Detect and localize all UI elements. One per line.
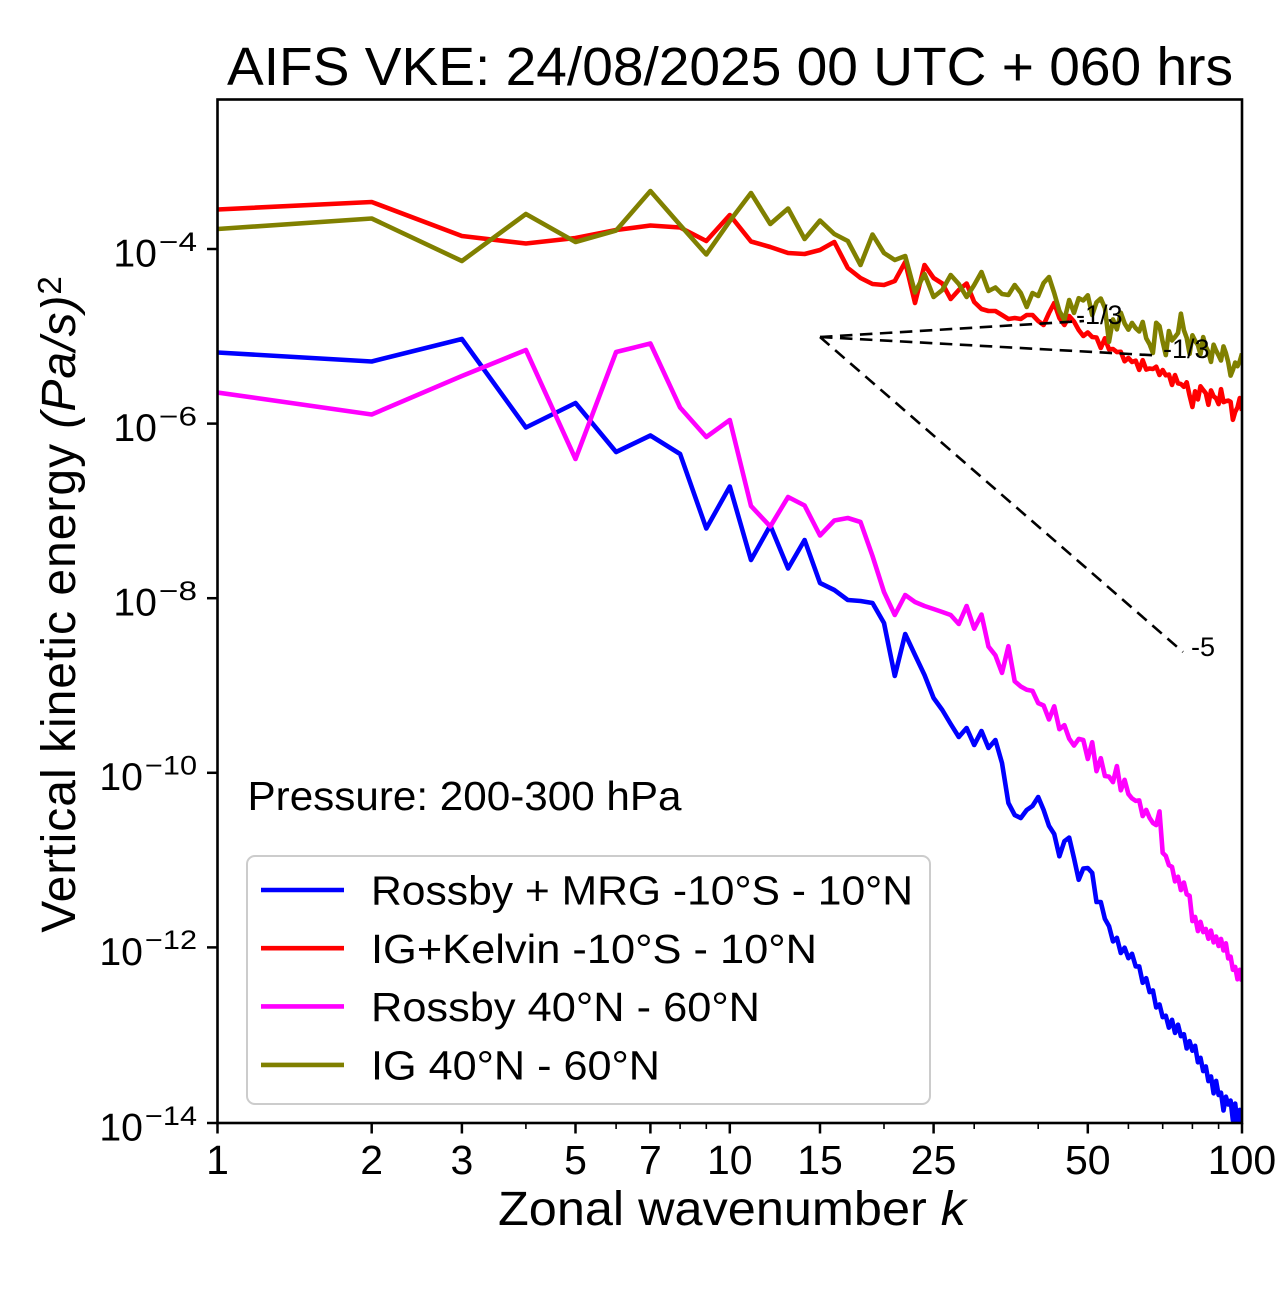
svg-text:1: 1 xyxy=(206,1137,229,1183)
svg-text:5: 5 xyxy=(564,1137,587,1183)
svg-text:10: 10 xyxy=(113,582,157,625)
svg-text:−4: −4 xyxy=(159,227,197,257)
svg-text:Rossby 40°N - 60°N: Rossby 40°N - 60°N xyxy=(371,984,760,1030)
svg-text:-1/3: -1/3 xyxy=(1163,334,1210,364)
svg-text:10: 10 xyxy=(99,931,143,974)
svg-text:10: 10 xyxy=(99,1106,143,1149)
svg-text:Pressure: 200-300 hPa: Pressure: 200-300 hPa xyxy=(248,773,682,819)
svg-text:−6: −6 xyxy=(159,401,197,431)
svg-text:10: 10 xyxy=(707,1137,753,1183)
svg-text:10: 10 xyxy=(113,232,157,275)
svg-text:15: 15 xyxy=(797,1137,843,1183)
svg-text:−8: −8 xyxy=(159,576,197,606)
svg-text:100: 100 xyxy=(1208,1137,1276,1183)
svg-text:AIFS VKE: 24/08/2025 00 UTC +: AIFS VKE: 24/08/2025 00 UTC + 060 hrs xyxy=(227,37,1233,97)
svg-text:10: 10 xyxy=(113,407,157,450)
svg-text:-5: -5 xyxy=(1191,632,1215,662)
svg-text:Rossby + MRG -10°S - 10°N: Rossby + MRG -10°S - 10°N xyxy=(371,868,913,914)
svg-text:7: 7 xyxy=(639,1137,662,1183)
svg-text:−12: −12 xyxy=(145,925,197,955)
svg-text:−10: −10 xyxy=(145,751,197,781)
svg-text:50: 50 xyxy=(1065,1137,1111,1183)
svg-text:-1/3: -1/3 xyxy=(1076,300,1123,330)
svg-text:IG+Kelvin -10°S - 10°N: IG+Kelvin -10°S - 10°N xyxy=(371,926,817,972)
svg-text:25: 25 xyxy=(911,1137,957,1183)
svg-text:IG 40°N - 60°N: IG 40°N - 60°N xyxy=(371,1043,660,1089)
svg-text:Vertical kinetic energy (Pa/s): Vertical kinetic energy (Pa/s)2 xyxy=(31,275,86,933)
svg-text:10: 10 xyxy=(99,756,143,799)
svg-text:−14: −14 xyxy=(145,1101,197,1131)
svg-text:3: 3 xyxy=(450,1137,473,1183)
svg-text:Zonal wavenumber k: Zonal wavenumber k xyxy=(498,1183,969,1236)
svg-text:2: 2 xyxy=(360,1137,383,1183)
